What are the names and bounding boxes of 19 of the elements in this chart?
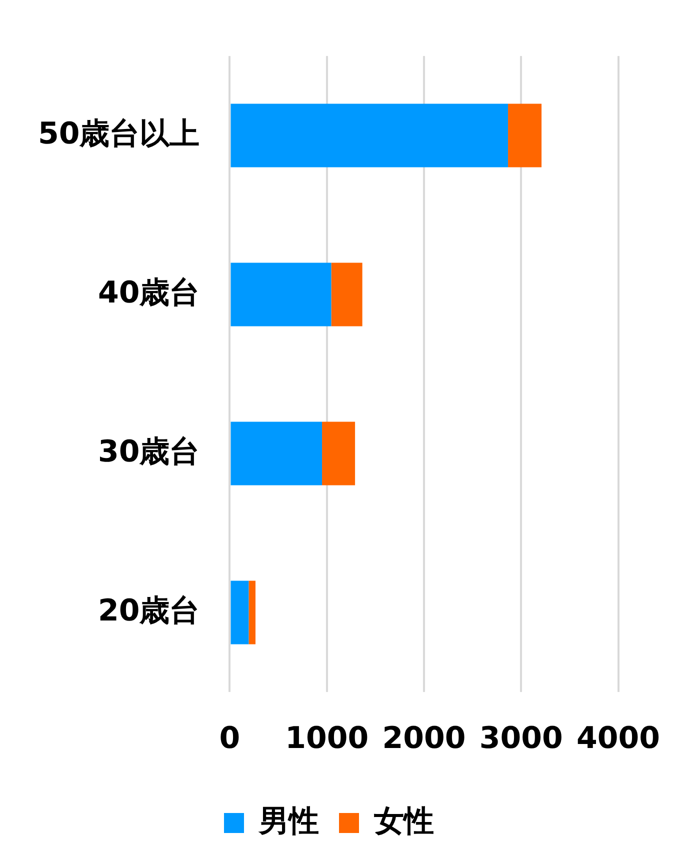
y-tick-label: 30歳台	[98, 434, 200, 470]
bar	[230, 262, 332, 326]
x-tick-label: 1000	[285, 720, 369, 756]
y-tick-label: 50歳台以上	[38, 116, 200, 152]
bar	[322, 422, 356, 486]
bar	[248, 580, 256, 644]
x-tick-label: 0	[219, 720, 240, 756]
bar	[230, 580, 249, 644]
x-tick-label: 3000	[479, 720, 563, 756]
x-tick-label: 4000	[576, 720, 660, 756]
y-tick-label: 40歳台	[98, 275, 200, 310]
bar	[230, 422, 322, 486]
y-tick-label: 20歳台	[98, 593, 200, 628]
legend-label: 女性	[373, 804, 434, 839]
bar	[230, 104, 508, 168]
bar	[331, 262, 362, 326]
x-tick-label: 2000	[382, 720, 466, 756]
bar	[508, 104, 542, 168]
legend-label: 男性	[258, 804, 319, 839]
